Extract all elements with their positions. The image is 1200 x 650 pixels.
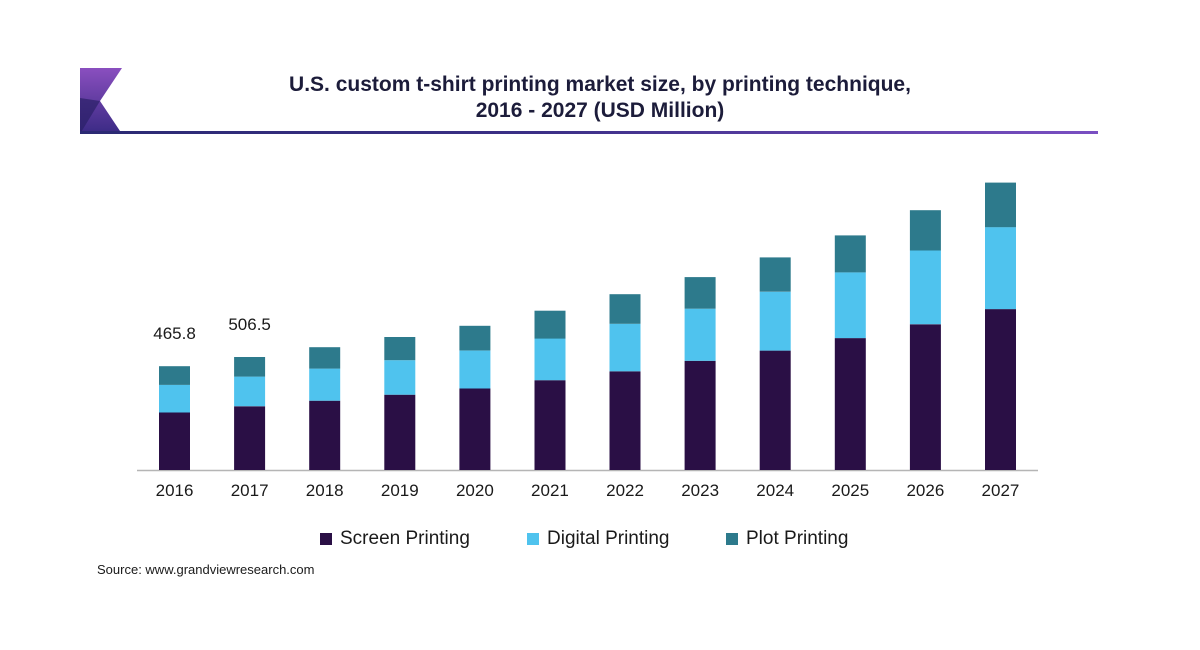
x-tick-label-2022: 2022 [606,481,644,500]
bar-segment-digital-printing-2017 [234,376,266,407]
x-tick-label-2026: 2026 [906,481,944,500]
x-tick-label-2027: 2027 [982,481,1020,500]
legend-label: Digital Printing [547,528,670,549]
bar-segment-digital-printing-2026 [909,250,941,325]
bar-segment-plot-printing-2019 [384,337,416,361]
bar-segment-digital-printing-2027 [985,227,1016,310]
chart-legend: Screen Printing Digital Printing Plot Prin… [0,526,1200,552]
legend-item-plot-printing: Plot Printing [726,526,848,552]
x-tick-label-2017: 2017 [231,481,269,500]
bar-segment-screen-printing-2025 [834,338,866,470]
bar-segment-screen-printing-2019 [384,394,416,470]
bar-segment-screen-printing-2023 [684,360,716,470]
bar-segment-screen-printing-2018 [309,400,341,470]
bar-segment-plot-printing-2020 [459,325,491,351]
bar-segment-digital-printing-2020 [459,350,491,389]
title-divider [80,131,1098,134]
bar-segment-plot-printing-2018 [309,347,341,369]
legend-label: Screen Printing [340,528,470,549]
data-label-2016: 465.8 [153,324,196,343]
bar-segment-screen-printing-2017 [234,406,266,470]
x-tick-label-2023: 2023 [681,481,719,500]
bar-segment-digital-printing-2016 [159,384,190,413]
bar-segment-screen-printing-2020 [459,388,491,470]
bar-segment-plot-printing-2026 [909,210,941,251]
bar-segment-screen-printing-2021 [534,380,566,470]
bar-segment-plot-printing-2017 [234,357,266,377]
x-tick-label-2018: 2018 [306,481,344,500]
x-tick-label-2016: 2016 [156,481,194,500]
bar-segment-plot-printing-2024 [759,257,791,292]
bar-segment-screen-printing-2027 [985,309,1016,470]
bar-segment-digital-printing-2023 [684,308,716,361]
bar-segment-screen-printing-2024 [759,350,791,470]
bar-segment-screen-printing-2016 [159,412,190,470]
legend-swatch [726,533,738,545]
bar-segment-digital-printing-2021 [534,338,566,381]
bar-segment-plot-printing-2021 [534,310,566,339]
bar-segment-screen-printing-2022 [609,371,641,470]
chart-title-line-2: 2016 - 2027 (USD Million) [475,99,725,122]
chart-title: U.S. custom t-shirt printing market size… [140,72,1060,124]
legend-item-digital-printing: Digital Printing [527,526,670,552]
x-tick-label-2020: 2020 [456,481,494,500]
bar-segment-plot-printing-2022 [609,294,641,324]
bar-segment-digital-printing-2025 [834,272,866,339]
bar-segment-screen-printing-2026 [909,324,941,470]
legend-label: Plot Printing [746,528,849,549]
bar-segment-digital-printing-2022 [609,323,641,372]
x-tick-label-2024: 2024 [756,481,794,500]
bar-segment-digital-printing-2018 [309,368,341,401]
x-tick-label-2021: 2021 [531,481,569,500]
chart-title-line-1: U.S. custom t-shirt printing market size… [289,73,911,96]
legend-swatch [320,533,332,545]
bar-segment-plot-printing-2025 [834,235,866,273]
x-tick-label-2025: 2025 [831,481,869,500]
bar-segment-digital-printing-2024 [759,291,791,351]
bar-segment-plot-printing-2016 [159,366,190,385]
stacked-bar-chart: 2016 465.8 2017 506.5 2018 2019 2020 2021 2022 20… [137,182,1038,500]
brand-logo [80,68,122,134]
x-tick-label-2019: 2019 [381,481,419,500]
bar-segment-digital-printing-2019 [384,360,416,395]
legend-item-screen-printing: Screen Printing [320,526,470,552]
data-label-2017: 506.5 [228,315,271,334]
bar-segment-plot-printing-2023 [684,277,716,309]
legend-swatch [527,533,539,545]
bar-segment-plot-printing-2027 [985,182,1016,228]
source-note: Source: www.grandviewresearch.com [97,562,315,577]
